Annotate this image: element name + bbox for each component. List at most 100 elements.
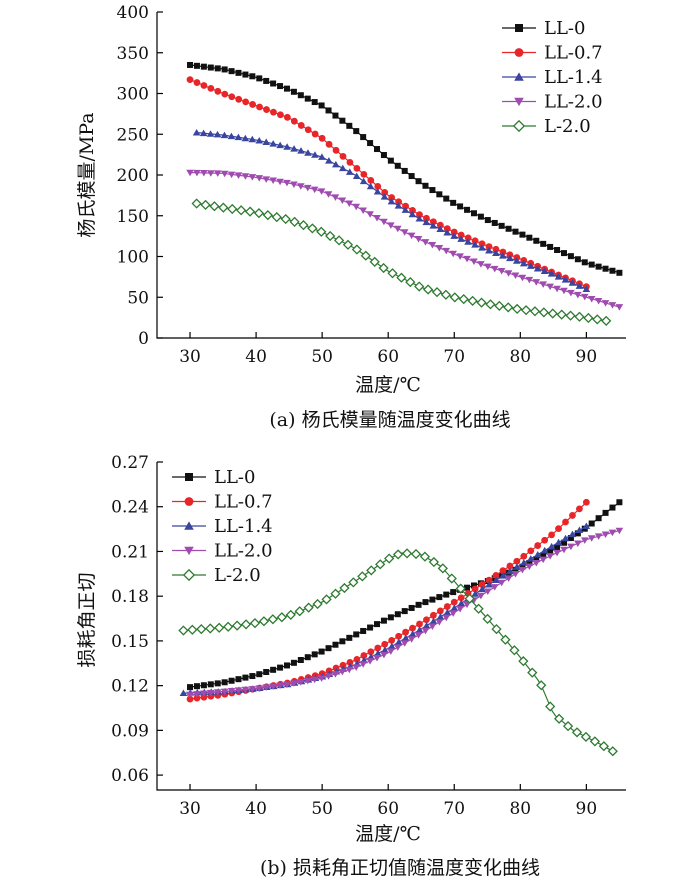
data-point: [269, 140, 277, 147]
data-point: [540, 546, 549, 554]
data-point: [213, 170, 222, 177]
data-point: [470, 582, 477, 589]
data-point: [209, 201, 220, 212]
data-point: [471, 590, 480, 597]
data-point: [436, 221, 444, 229]
data-point: [429, 222, 438, 229]
data-point: [580, 537, 589, 544]
legend-marker: [182, 568, 196, 582]
data-point: [193, 169, 201, 177]
panel-b-legend: LL-0 LL-0.7 LL-1.4 LL-2.0 L-2.0: [172, 467, 273, 586]
data-point: [244, 206, 256, 217]
data-point: [388, 642, 396, 650]
data-point: [277, 83, 284, 90]
data-point: [588, 261, 595, 268]
data-point: [304, 95, 311, 102]
data-point: [492, 576, 500, 584]
data-point: [464, 206, 471, 213]
data-point: [476, 297, 487, 308]
data-point: [297, 183, 305, 190]
data-point: [582, 498, 590, 506]
data-point: [234, 172, 243, 179]
data-point: [256, 671, 263, 678]
panel-b-x-tick-label: 50: [311, 799, 333, 819]
data-point: [485, 580, 493, 588]
data-point: [589, 736, 601, 747]
panel-a-y-tick-label: 150: [117, 207, 149, 227]
data-point: [192, 128, 201, 136]
panel-a-y-tick-label: 250: [117, 125, 149, 145]
panel-b-plot-area: 0.06 0.09 0.12 0.15 0.18 0.21 0.24 0.27 30 40 50 60…: [111, 453, 626, 819]
legend-marker: [514, 48, 524, 57]
data-point: [435, 619, 444, 626]
data-point: [256, 103, 263, 111]
data-point: [401, 548, 413, 559]
data-point: [575, 282, 584, 289]
data-point: [442, 614, 451, 622]
data-point: [374, 649, 382, 657]
data-point: [580, 293, 589, 301]
data-point: [241, 134, 250, 142]
panel-b-y-tick-label: 0.06: [111, 766, 149, 786]
data-point: [532, 560, 541, 567]
data-point: [428, 556, 440, 568]
data-point: [384, 553, 395, 564]
data-point: [380, 617, 387, 624]
data-point: [394, 162, 401, 169]
data-point: [401, 608, 408, 615]
data-point: [270, 80, 277, 87]
data-point: [353, 655, 361, 663]
data-point: [218, 202, 229, 213]
data-point: [485, 243, 493, 250]
data-point: [497, 579, 506, 587]
data-point: [513, 563, 521, 570]
panel-a-y-tick-label: 0: [138, 329, 149, 349]
data-point: [470, 210, 477, 217]
panel-a-x-tick-label: 60: [377, 347, 399, 367]
data-point: [353, 164, 361, 172]
data-point: [248, 135, 257, 143]
series-l-2-0: [191, 198, 612, 327]
data-point: [562, 518, 569, 526]
panel-a-y-axis-label: 杨氏模量/MPa: [76, 112, 98, 237]
data-point: [484, 588, 492, 596]
legend-marker: [184, 546, 194, 556]
data-point: [408, 173, 415, 180]
data-point: [193, 694, 201, 702]
data-point: [526, 555, 535, 562]
data-point: [234, 687, 243, 694]
data-point: [345, 200, 354, 208]
data-point: [253, 208, 265, 219]
panel-a-y-tick-label: 100: [117, 248, 149, 268]
data-point: [186, 691, 194, 699]
data-point: [615, 304, 624, 311]
legend-item: LL-0.7: [502, 43, 603, 64]
data-point: [290, 659, 297, 666]
data-point: [367, 140, 374, 147]
legend-label: LL-0: [214, 467, 255, 488]
data-point: [581, 259, 588, 266]
data-point: [332, 664, 340, 672]
panel-a-x-tick-label: 80: [509, 347, 531, 367]
legend-item: LL-0.7: [172, 492, 273, 513]
data-point: [616, 269, 623, 276]
data-point: [471, 585, 479, 593]
data-point: [408, 210, 417, 218]
data-point: [429, 596, 436, 603]
data-point: [525, 563, 534, 570]
data-point: [415, 601, 422, 608]
data-point: [416, 620, 423, 628]
data-point: [457, 203, 464, 210]
data-point: [509, 645, 520, 656]
panel-a-x-tick-label: 70: [443, 347, 465, 367]
data-point: [609, 504, 616, 511]
panel-b-x-tick-label: 80: [509, 799, 531, 819]
data-point: [560, 539, 567, 546]
data-point: [598, 741, 609, 752]
data-point: [574, 256, 581, 263]
data-point: [367, 624, 374, 631]
data-point: [503, 302, 514, 313]
data-point: [193, 683, 200, 690]
panel-a-y-tick-label: 200: [117, 166, 149, 186]
data-point: [435, 244, 444, 252]
